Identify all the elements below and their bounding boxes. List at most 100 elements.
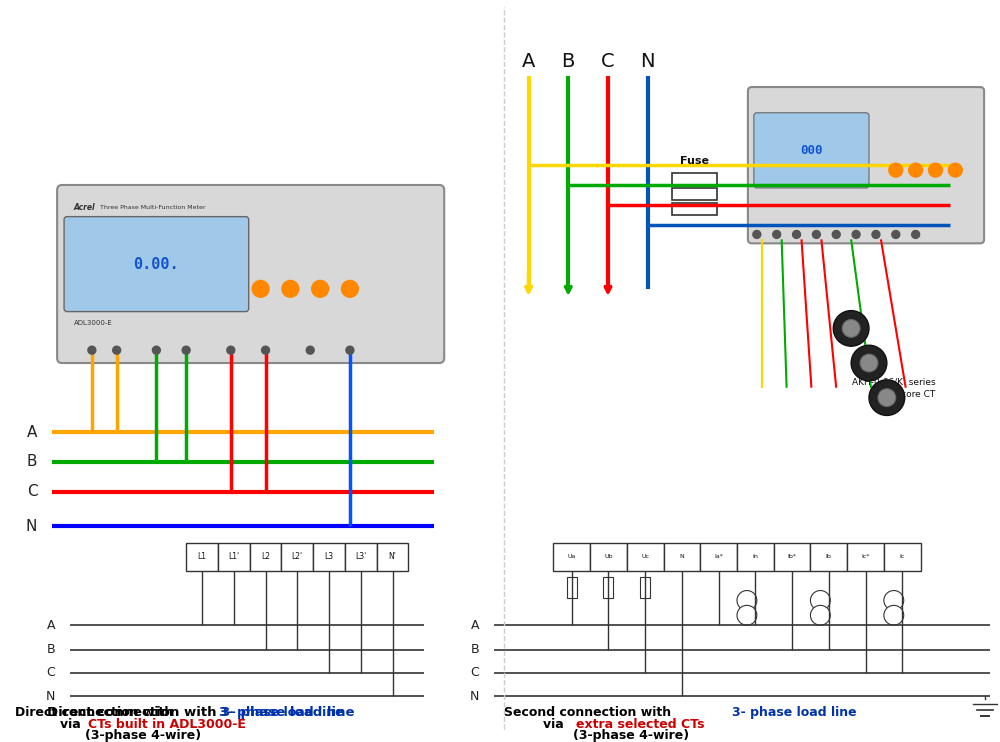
Text: L2': L2' <box>292 552 303 562</box>
Circle shape <box>833 311 869 347</box>
Bar <box>567 577 577 599</box>
Circle shape <box>929 163 942 177</box>
Bar <box>345 543 377 571</box>
Bar <box>313 543 345 571</box>
Text: L1': L1' <box>228 552 239 562</box>
Text: via: via <box>543 718 569 731</box>
Text: B: B <box>470 643 479 657</box>
Text: Ub: Ub <box>604 554 613 559</box>
Circle shape <box>810 591 830 611</box>
Text: Ib*: Ib* <box>788 554 797 559</box>
Text: N: N <box>680 554 684 559</box>
Text: (3-phase 4-wire): (3-phase 4-wire) <box>573 729 689 742</box>
Circle shape <box>88 347 96 354</box>
Bar <box>884 543 921 571</box>
Circle shape <box>852 231 860 238</box>
Text: Ic: Ic <box>900 554 905 559</box>
Bar <box>737 543 774 571</box>
Text: A: A <box>522 52 535 70</box>
Bar <box>218 543 250 571</box>
Circle shape <box>851 345 887 381</box>
Text: B: B <box>47 643 55 657</box>
FancyBboxPatch shape <box>57 185 444 363</box>
Circle shape <box>737 591 757 611</box>
Text: L3: L3 <box>325 552 334 562</box>
Text: Uc: Uc <box>641 554 649 559</box>
FancyBboxPatch shape <box>748 87 984 243</box>
Circle shape <box>872 231 880 238</box>
Text: N: N <box>46 690 55 703</box>
Bar <box>590 543 627 571</box>
Text: Second connection with: Second connection with <box>504 706 675 719</box>
Bar <box>672 173 717 185</box>
Circle shape <box>884 605 904 626</box>
Text: Ib: Ib <box>826 554 832 559</box>
Text: Direct connection with: Direct connection with <box>15 706 178 719</box>
Bar <box>377 543 408 571</box>
Text: CTs built in ADL3000-E: CTs built in ADL3000-E <box>88 718 246 731</box>
Circle shape <box>810 605 830 626</box>
Circle shape <box>312 280 329 298</box>
Text: Ia*: Ia* <box>714 554 723 559</box>
Bar <box>640 577 650 599</box>
Bar <box>774 543 810 571</box>
Text: 3- phase load line: 3- phase load line <box>732 706 857 719</box>
Circle shape <box>227 347 235 354</box>
Circle shape <box>812 231 820 238</box>
Text: L2: L2 <box>261 552 270 562</box>
Circle shape <box>869 380 905 416</box>
Text: C: C <box>601 52 615 70</box>
Text: A: A <box>470 619 479 631</box>
Bar <box>250 543 281 571</box>
Bar <box>664 543 700 571</box>
Text: C: C <box>46 666 55 679</box>
Bar <box>627 543 664 571</box>
Text: 000: 000 <box>800 144 823 157</box>
Text: N': N' <box>389 552 397 562</box>
Circle shape <box>842 320 860 338</box>
FancyBboxPatch shape <box>754 113 869 188</box>
Circle shape <box>753 231 761 238</box>
Circle shape <box>773 231 781 238</box>
Circle shape <box>282 280 299 298</box>
Circle shape <box>182 347 190 354</box>
Bar <box>847 543 884 571</box>
Text: Ua: Ua <box>568 554 576 559</box>
Bar <box>186 543 218 571</box>
Bar <box>700 543 737 571</box>
Bar <box>281 543 313 571</box>
Text: L3': L3' <box>355 552 366 562</box>
Circle shape <box>948 163 962 177</box>
Circle shape <box>306 347 314 354</box>
Bar <box>672 188 717 200</box>
Text: N: N <box>26 519 37 533</box>
Text: (3-phase 4-wire): (3-phase 4-wire) <box>85 729 201 742</box>
Text: via: via <box>60 718 85 731</box>
Text: Three Phase Multi-Function Meter: Three Phase Multi-Function Meter <box>100 206 205 210</box>
Text: L1: L1 <box>198 552 207 562</box>
Bar <box>553 543 590 571</box>
Text: Acrel: Acrel <box>74 203 96 212</box>
Text: extra selected CTs: extra selected CTs <box>576 718 705 731</box>
Text: Fuse: Fuse <box>680 157 709 166</box>
Circle shape <box>909 163 923 177</box>
Circle shape <box>912 231 920 238</box>
Circle shape <box>892 231 900 238</box>
Text: 3- phase load line: 3- phase load line <box>221 706 354 719</box>
Text: 3- phase load line: 3- phase load line <box>219 706 344 719</box>
Text: Ic*: Ic* <box>861 554 870 559</box>
Text: AKH-0.66/K  series
split core CT: AKH-0.66/K series split core CT <box>852 377 935 398</box>
Bar <box>672 203 717 214</box>
Circle shape <box>262 347 270 354</box>
Circle shape <box>737 605 757 626</box>
Circle shape <box>113 347 121 354</box>
Circle shape <box>889 163 903 177</box>
Text: Direct connection with: Direct connection with <box>47 706 221 719</box>
Text: B: B <box>562 52 575 70</box>
Text: 0.00.: 0.00. <box>134 257 179 272</box>
Text: A: A <box>27 424 37 440</box>
Circle shape <box>884 591 904 611</box>
Text: C: C <box>470 666 479 679</box>
Text: B: B <box>27 454 37 470</box>
Circle shape <box>878 389 896 407</box>
